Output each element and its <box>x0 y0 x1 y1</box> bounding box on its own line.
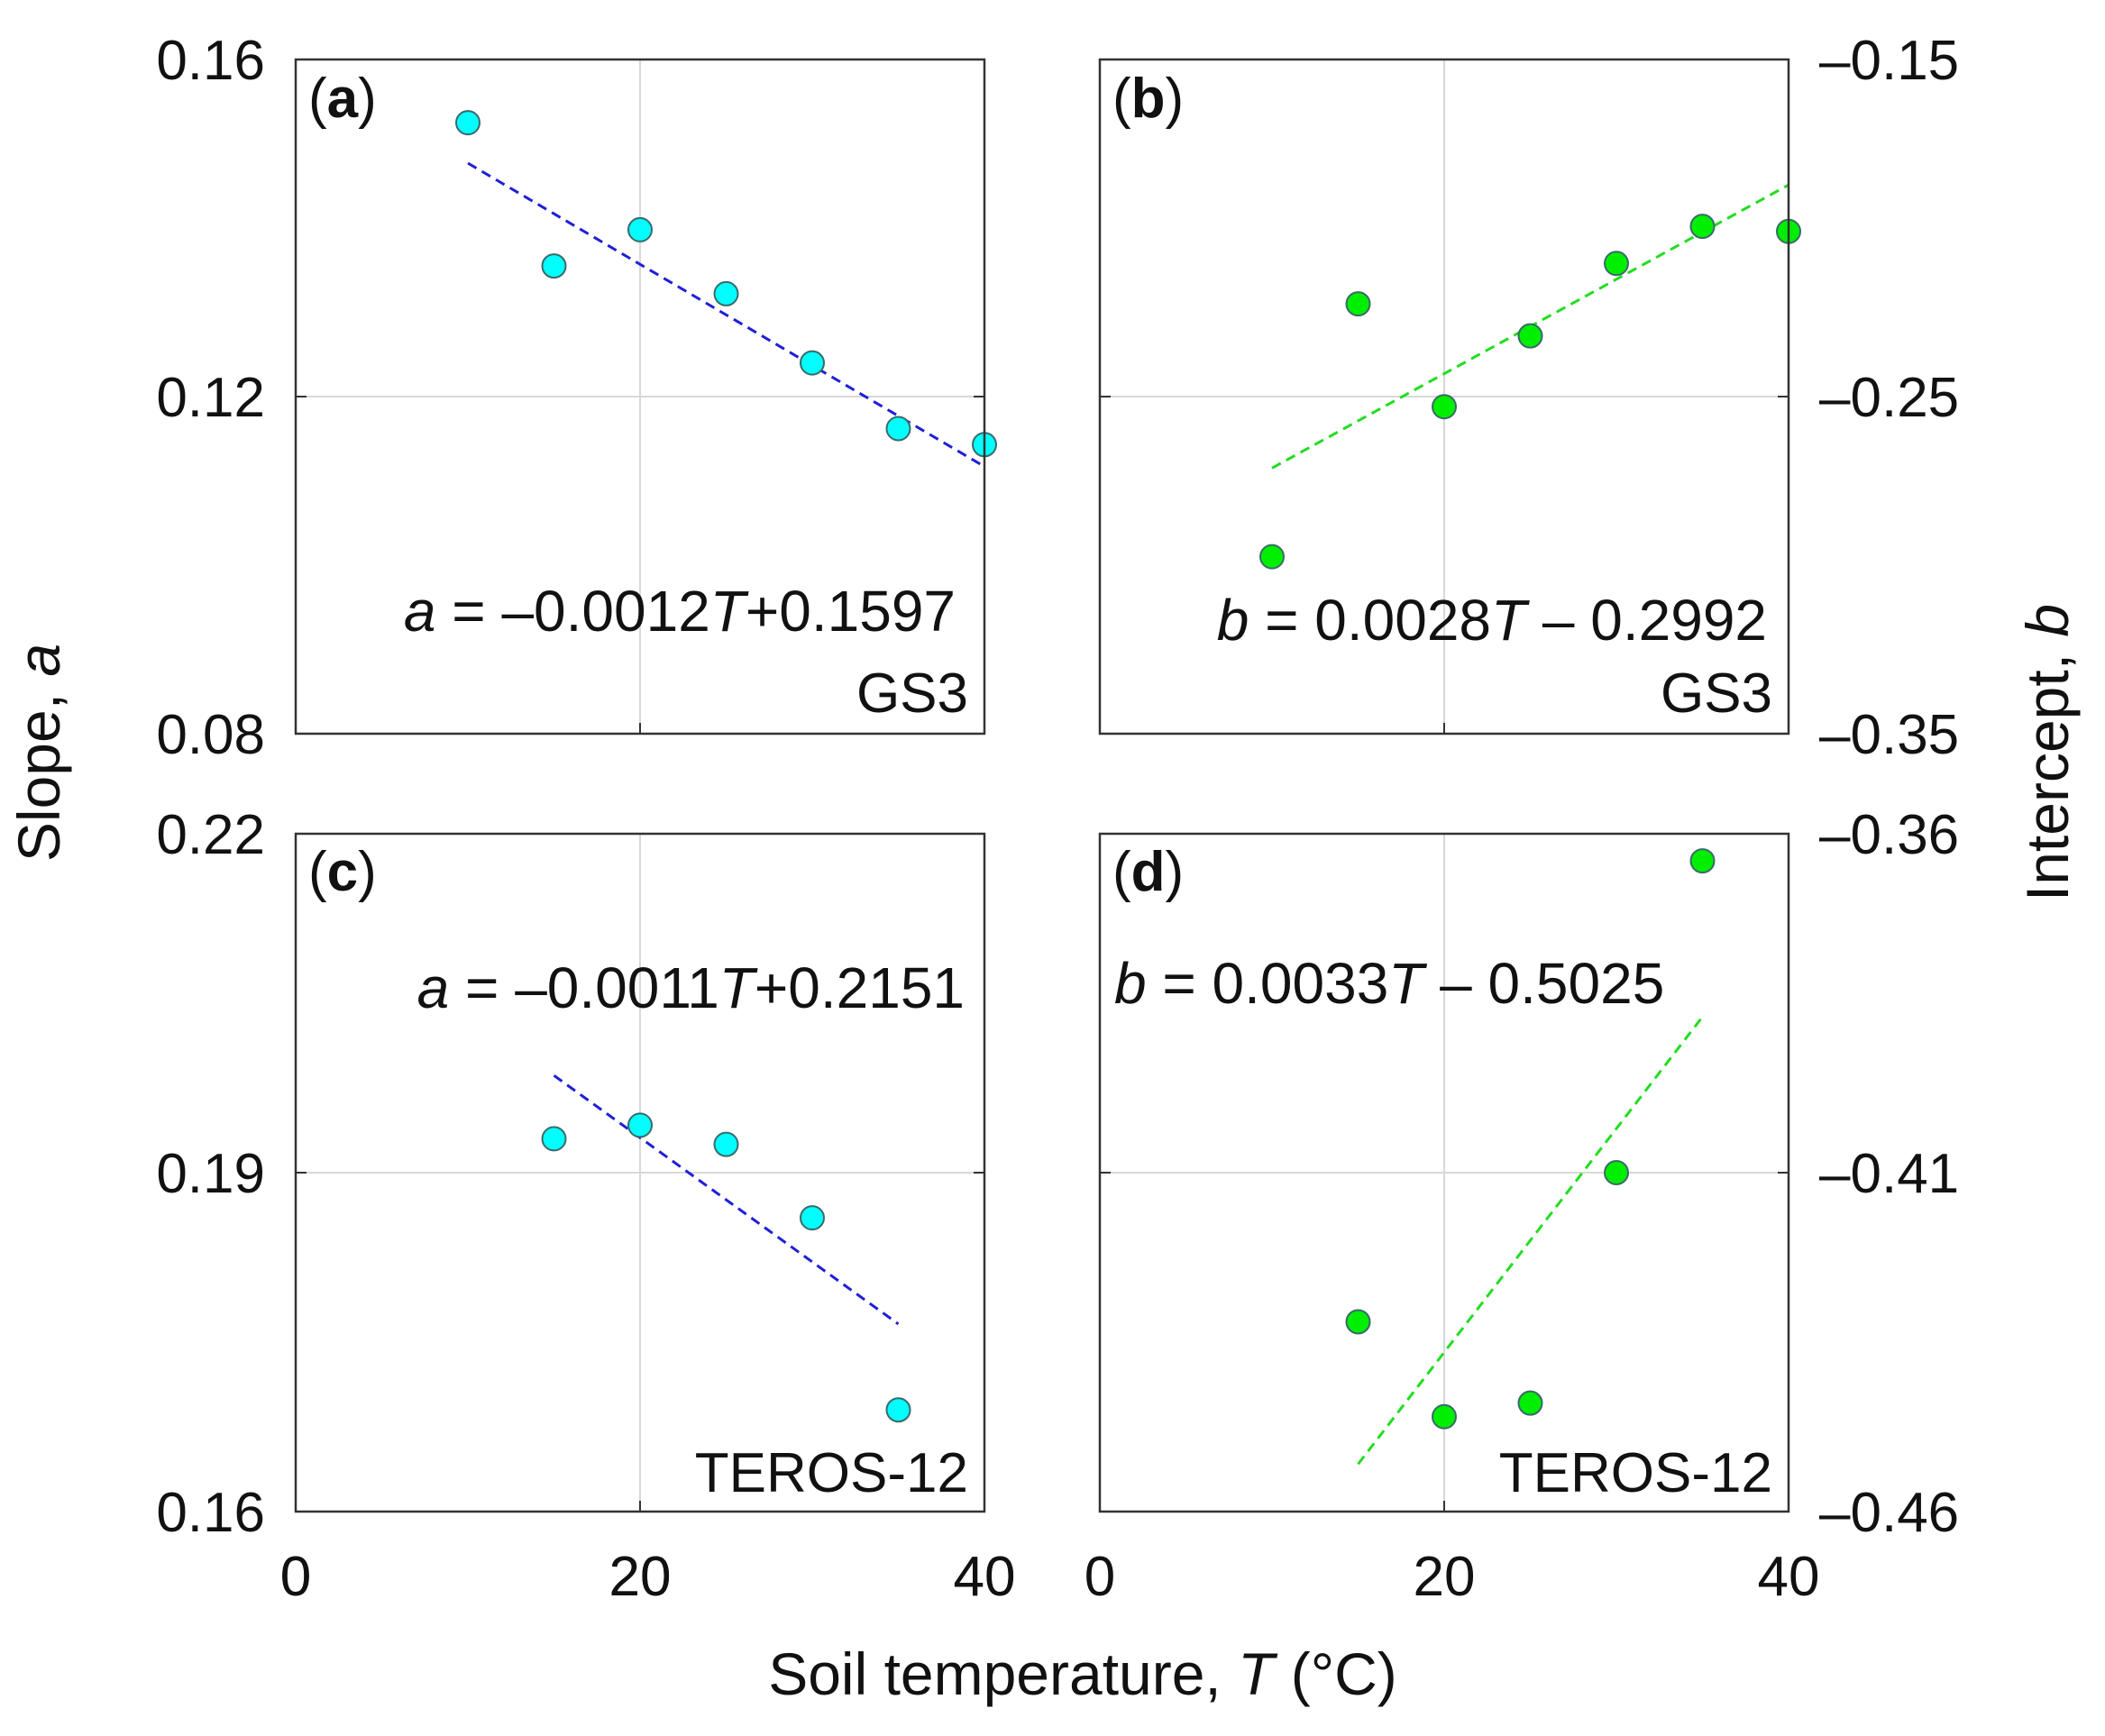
panel-label: (b) <box>1112 68 1184 130</box>
x-axis-title: Soil temperature, T (°C) <box>768 1640 1397 1707</box>
data-point <box>885 416 911 442</box>
plot-frame <box>1098 832 1790 1513</box>
y-tick-label: –0.36 <box>1819 804 1959 866</box>
panel-b: –0.35 –0.25 –0.15 (b) b = 0.0028T – 0.2992 GS… <box>1098 30 1959 766</box>
sensor-label: TEROS-12 <box>1499 1442 1772 1504</box>
sensor-label: GS3 <box>856 662 968 725</box>
data-point <box>1432 1403 1457 1430</box>
sensor-label: TEROS-12 <box>695 1442 968 1504</box>
y-tick-label: –0.35 <box>1819 704 1959 766</box>
data-point <box>1259 544 1285 570</box>
y-tick-label: 0.22 <box>156 804 265 866</box>
y-tick-label: 0.08 <box>156 704 265 766</box>
data-point <box>541 1126 567 1152</box>
y-tick-label: 0.16 <box>156 1482 265 1544</box>
y-tick-label: 0.19 <box>156 1143 265 1205</box>
x-tick-label: 0 <box>1085 1546 1115 1608</box>
data-point <box>800 1205 825 1231</box>
y-tick-label: 0.12 <box>156 367 265 429</box>
y-tick-label: –0.41 <box>1819 1143 1959 1205</box>
data-point <box>885 1397 911 1423</box>
y-tick-label: 0.16 <box>156 30 265 92</box>
sensor-label: GS3 <box>1661 662 1772 725</box>
panel-label: (c) <box>308 841 377 903</box>
data-point <box>713 280 739 306</box>
panel-label: (d) <box>1112 841 1184 903</box>
y-axis-title-right: Intercept, b <box>2014 604 2081 901</box>
y-axis-title-left: Slope, a <box>5 644 72 862</box>
data-point <box>1345 291 1371 317</box>
panels: 0.080.120.160 20 40(a)a = –0.0012T+0.1597G… <box>156 30 1959 1608</box>
x-tick-label: 20 <box>609 1546 672 1608</box>
data-point <box>1689 848 1716 874</box>
equation-label: b = 0.0033T – 0.5025 <box>1114 951 1664 1016</box>
panel-label: (a) <box>308 68 377 130</box>
x-tick-label: 20 <box>1414 1546 1476 1608</box>
x-tick-label: 40 <box>954 1546 1016 1608</box>
x-tick-label: 0 <box>280 1546 311 1608</box>
panel-c: 0.16 0.19 0.22 0 20 40 (c) a = –0.0011T+0.2151 T… <box>156 804 1015 1608</box>
equation-label: b = 0.0028T – 0.2992 <box>1217 588 1767 653</box>
data-point <box>541 253 567 279</box>
y-tick-label: –0.15 <box>1819 30 1959 92</box>
x-tick-label: 20 <box>609 1546 672 1608</box>
data-point <box>627 216 653 242</box>
panel-d: –0.46 –0.41 –0.36 0 20 40 (d) b = 0.0033T – 0.5… <box>1085 804 1959 1608</box>
data-point <box>800 350 825 376</box>
y-tick-label: –0.25 <box>1819 367 1959 429</box>
fit-line <box>1357 1016 1704 1466</box>
data-point <box>1345 1309 1371 1335</box>
y-tick-label: –0.46 <box>1819 1482 1959 1544</box>
plot-frame <box>294 58 986 736</box>
fit-line <box>467 161 985 468</box>
plot-frame <box>294 832 986 1513</box>
fit-line <box>553 1074 900 1326</box>
x-tick-label: 0 <box>280 1546 311 1608</box>
x-tick-label: 40 <box>1758 1546 1820 1608</box>
data-point <box>1432 394 1457 420</box>
plot-frame <box>1098 58 1790 736</box>
equation-label: a = –0.0012T+0.1597 <box>404 579 956 644</box>
data-point <box>1689 214 1716 240</box>
panel-a: 0.080.120.160 20 40(a)a = –0.0012T+0.1597G… <box>156 30 1015 1608</box>
data-point <box>455 110 480 136</box>
data-point <box>627 1112 653 1138</box>
x-tick-label: 40 <box>954 1546 1016 1608</box>
data-point <box>1517 1390 1543 1416</box>
equation-label: a = –0.0011T+0.2151 <box>417 955 965 1020</box>
data-point <box>1604 251 1629 277</box>
data-point <box>1604 1160 1629 1185</box>
data-point <box>1517 323 1543 349</box>
data-point <box>713 1131 739 1157</box>
